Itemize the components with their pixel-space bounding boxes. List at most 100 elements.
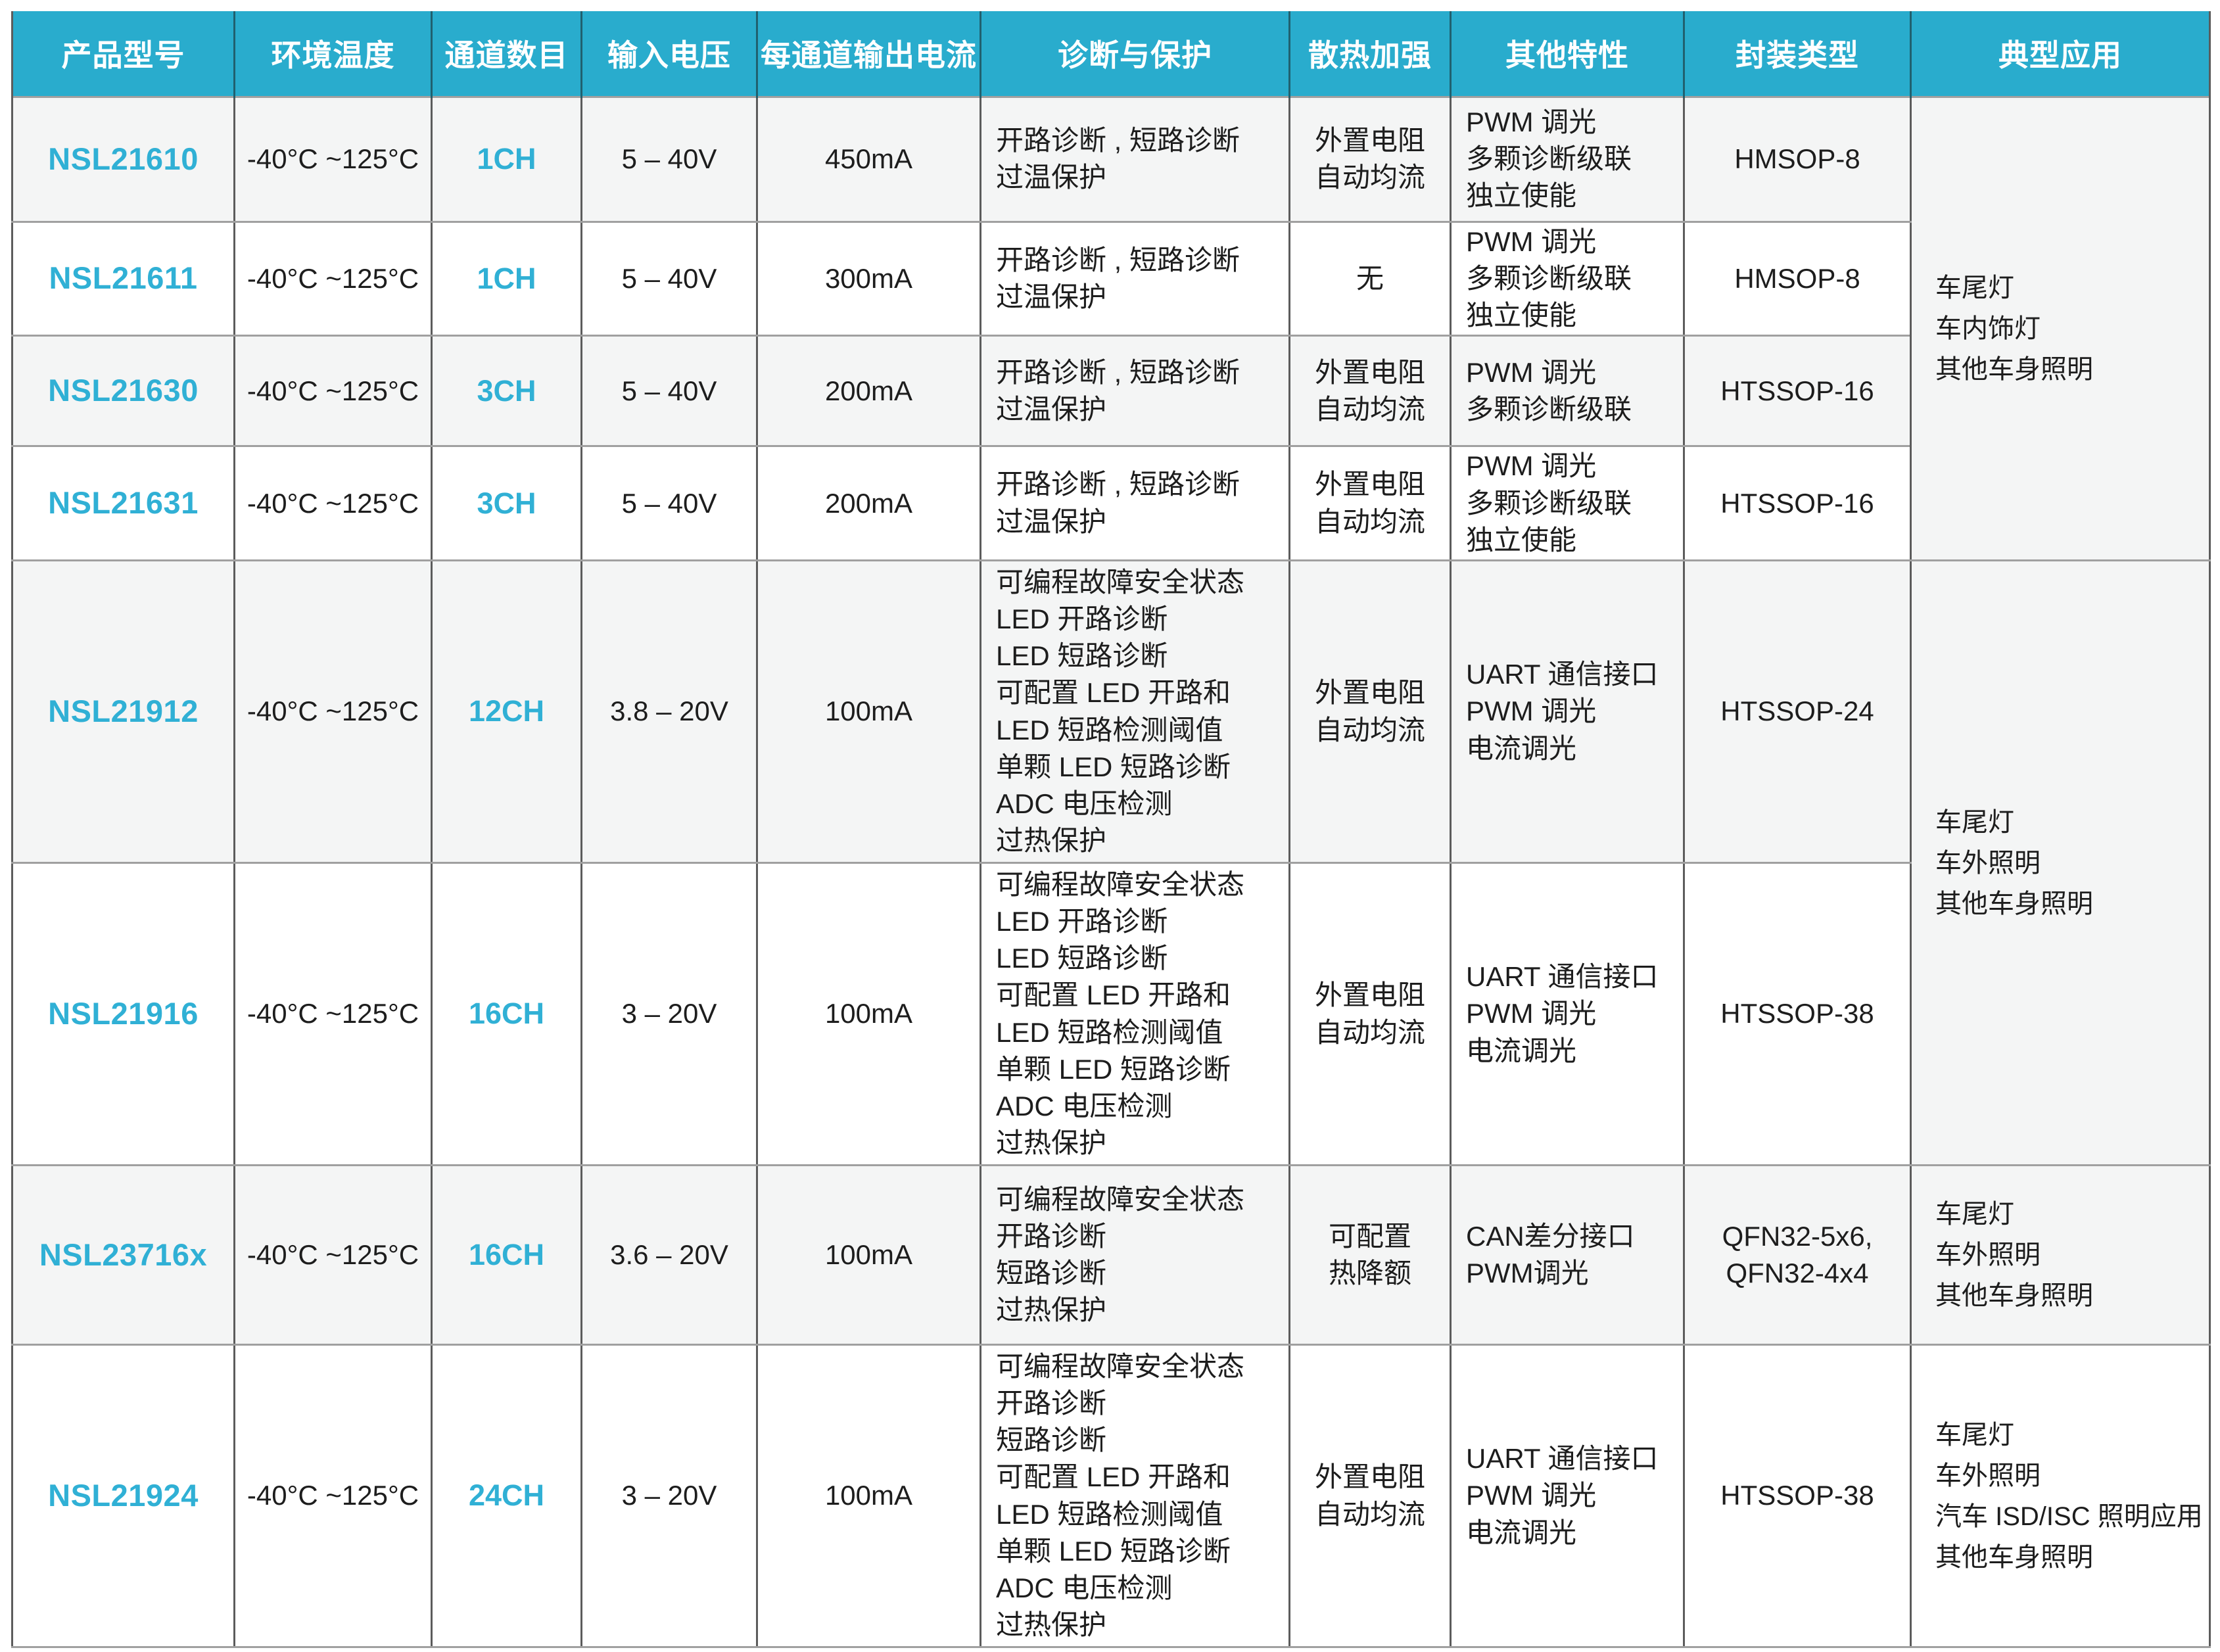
- table-row: NSL21611 -40°C ~125°C 1CH 5 – 40V 300mA …: [11, 220, 2210, 337]
- features-line: CAN差分接口: [1466, 1220, 1635, 1252]
- features-line: 电流调光: [1466, 1035, 1577, 1066]
- cell-thermal: 外置电阻 自动均流: [1288, 335, 1452, 448]
- thermal-line: 热降额: [1328, 1258, 1411, 1289]
- application-line: 其他车身照明: [1935, 1281, 2093, 1311]
- features-line: PWM 调光: [1466, 106, 1597, 137]
- cell-channels: 1CH: [431, 95, 582, 223]
- thermal-line: 自动均流: [1314, 714, 1425, 745]
- cell-features: UART 通信接口 PWM 调光 电流调光: [1450, 1344, 1685, 1649]
- cell-voltage: 5 – 40V: [580, 220, 758, 337]
- package-line: QFN32-5x6,: [1722, 1220, 1873, 1252]
- features-line: 多颗诊断级联: [1466, 393, 1632, 425]
- cell-applications: 车尾灯 车外照明 其他车身照明: [1910, 559, 2211, 1167]
- cell-current: 100mA: [756, 559, 981, 864]
- diagnostics-line: 可编程故障安全状态: [996, 1350, 1245, 1382]
- cell-temperature: -40°C ~125°C: [233, 95, 433, 223]
- cell-current: 100mA: [756, 1164, 981, 1346]
- diagnostics-line: 开路诊断: [996, 1387, 1107, 1419]
- cell-current: 450mA: [756, 95, 981, 223]
- diagnostics-line: 可编程故障安全状态: [996, 1183, 1245, 1215]
- diagnostics-line: 可配置 LED 开路和: [996, 677, 1231, 709]
- cell-package: HTSSOP-38: [1683, 862, 1912, 1167]
- thermal-line: 自动均流: [1314, 1498, 1425, 1530]
- cell-channels: 3CH: [431, 335, 582, 448]
- table-row: NSL21630 -40°C ~125°C 3CH 5 – 40V 200mA …: [11, 335, 2210, 448]
- application-line: 车尾灯: [1935, 1200, 2014, 1229]
- cell-package: HTSSOP-16: [1683, 335, 1912, 448]
- thermal-line: 自动均流: [1314, 1016, 1425, 1048]
- cell-thermal: 可配置 热降额: [1288, 1164, 1452, 1346]
- cell-model: NSL23716x: [11, 1164, 235, 1346]
- cell-package: HTSSOP-38: [1683, 1344, 1912, 1649]
- features-line: 多颗诊断级联: [1466, 262, 1632, 294]
- col-header-package: 封装类型: [1683, 11, 1911, 97]
- cell-voltage: 3.8 – 20V: [580, 559, 758, 864]
- thermal-line: 自动均流: [1314, 506, 1425, 537]
- application-line: 车外照明: [1935, 848, 2041, 878]
- features-line: UART 通信接口: [1466, 1443, 1659, 1475]
- features-line: 多颗诊断级联: [1466, 487, 1632, 519]
- package-line: HTSSOP-38: [1720, 998, 1874, 1029]
- cell-channels: 24CH: [431, 1344, 582, 1649]
- application-line: 其他车身照明: [1935, 1542, 2093, 1572]
- cell-model: NSL21916: [11, 862, 235, 1167]
- thermal-line: 外置电阻: [1314, 356, 1425, 388]
- cell-diagnostics: 开路诊断 , 短路诊断 过温保护: [980, 335, 1290, 448]
- cell-diagnostics: 可编程故障安全状态 LED 开路诊断 LED 短路诊断 可配置 LED 开路和 …: [980, 559, 1290, 864]
- diagnostics-line: 过温保护: [996, 162, 1107, 193]
- cell-diagnostics: 开路诊断 , 短路诊断 过温保护: [980, 220, 1290, 337]
- features-line: 多颗诊断级联: [1466, 143, 1632, 174]
- table-row: NSL21631 -40°C ~125°C 3CH 5 – 40V 200mA …: [11, 445, 2210, 562]
- diagnostics-line: 可配置 LED 开路和: [996, 979, 1231, 1011]
- cell-features: UART 通信接口 PWM 调光 电流调光: [1450, 559, 1685, 864]
- package-line: HTSSOP-16: [1720, 375, 1874, 406]
- features-line: 独立使能: [1466, 524, 1577, 555]
- package-line: HMSOP-8: [1734, 143, 1860, 174]
- diagnostics-line: 开路诊断 , 短路诊断: [996, 124, 1240, 156]
- thermal-line: 外置电阻: [1314, 979, 1425, 1011]
- features-line: 独立使能: [1466, 180, 1577, 212]
- table-row: NSL21924 -40°C ~125°C 24CH 3 – 20V 100mA…: [11, 1344, 2211, 1649]
- features-line: PWM 调光: [1466, 696, 1597, 727]
- diagnostics-line: 过温保护: [996, 393, 1107, 425]
- diagnostics-line: 可编程故障安全状态: [996, 566, 1245, 598]
- diagnostics-line: LED 短路检测阈值: [996, 1498, 1223, 1530]
- cell-features: PWM 调光 多颗诊断级联: [1450, 335, 1685, 448]
- diagnostics-line: 可编程故障安全状态: [996, 868, 1245, 900]
- cell-package: HMSOP-8: [1683, 220, 1912, 337]
- cell-channels: 16CH: [431, 1164, 582, 1346]
- cell-current: 300mA: [756, 220, 981, 337]
- col-header-model: 产品型号: [12, 11, 235, 97]
- application-line: 车内饰灯: [1935, 314, 2041, 343]
- diagnostics-line: 过热保护: [996, 1127, 1107, 1159]
- diagnostics-line: 开路诊断 , 短路诊断: [996, 356, 1240, 388]
- cell-current: 100mA: [756, 1344, 981, 1649]
- features-line: PWM 调光: [1466, 225, 1597, 257]
- application-line: 车外照明: [1935, 1461, 2041, 1490]
- cell-features: PWM 调光 多颗诊断级联 独立使能: [1450, 220, 1685, 337]
- table-container: 产品型号 环境温度 通道数目 输入电压 每通道输出电流 诊断与保护 散热加强 其…: [11, 11, 2211, 1649]
- header-row: 产品型号 环境温度 通道数目 输入电压 每通道输出电流 诊断与保护 散热加强 其…: [12, 11, 2210, 97]
- cell-model: NSL21630: [11, 335, 235, 448]
- diagnostics-line: 过温保护: [996, 506, 1107, 537]
- cell-temperature: -40°C ~125°C: [233, 445, 433, 562]
- diagnostics-line: 单颗 LED 短路诊断: [996, 1053, 1231, 1085]
- diagnostics-line: 单颗 LED 短路诊断: [996, 751, 1231, 782]
- package-line: QFN32-4x4: [1726, 1258, 1869, 1289]
- application-line: 车尾灯: [1935, 273, 2014, 302]
- package-line: HTSSOP-16: [1720, 487, 1874, 519]
- cell-thermal: 外置电阻 自动均流: [1288, 559, 1452, 864]
- diagnostics-line: LED 短路检测阈值: [996, 1016, 1223, 1048]
- col-header-voltage: 输入电压: [580, 11, 757, 97]
- features-line: 电流调光: [1466, 732, 1577, 764]
- cell-diagnostics: 可编程故障安全状态 开路诊断 短路诊断 可配置 LED 开路和 LED 短路检测…: [980, 1344, 1290, 1649]
- cell-applications: 车尾灯 车内饰灯 其他车身照明: [1910, 95, 2211, 562]
- cell-features: UART 通信接口 PWM 调光 电流调光: [1450, 862, 1685, 1167]
- cell-package: QFN32-5x6, QFN32-4x4: [1683, 1164, 1912, 1346]
- cell-package: HMSOP-8: [1683, 95, 1912, 223]
- cell-voltage: 5 – 40V: [580, 335, 758, 448]
- diagnostics-line: 开路诊断 , 短路诊断: [996, 244, 1240, 275]
- package-line: HTSSOP-24: [1720, 696, 1874, 727]
- cell-features: CAN差分接口 PWM调光: [1450, 1164, 1685, 1346]
- cell-thermal: 外置电阻 自动均流: [1288, 1344, 1452, 1649]
